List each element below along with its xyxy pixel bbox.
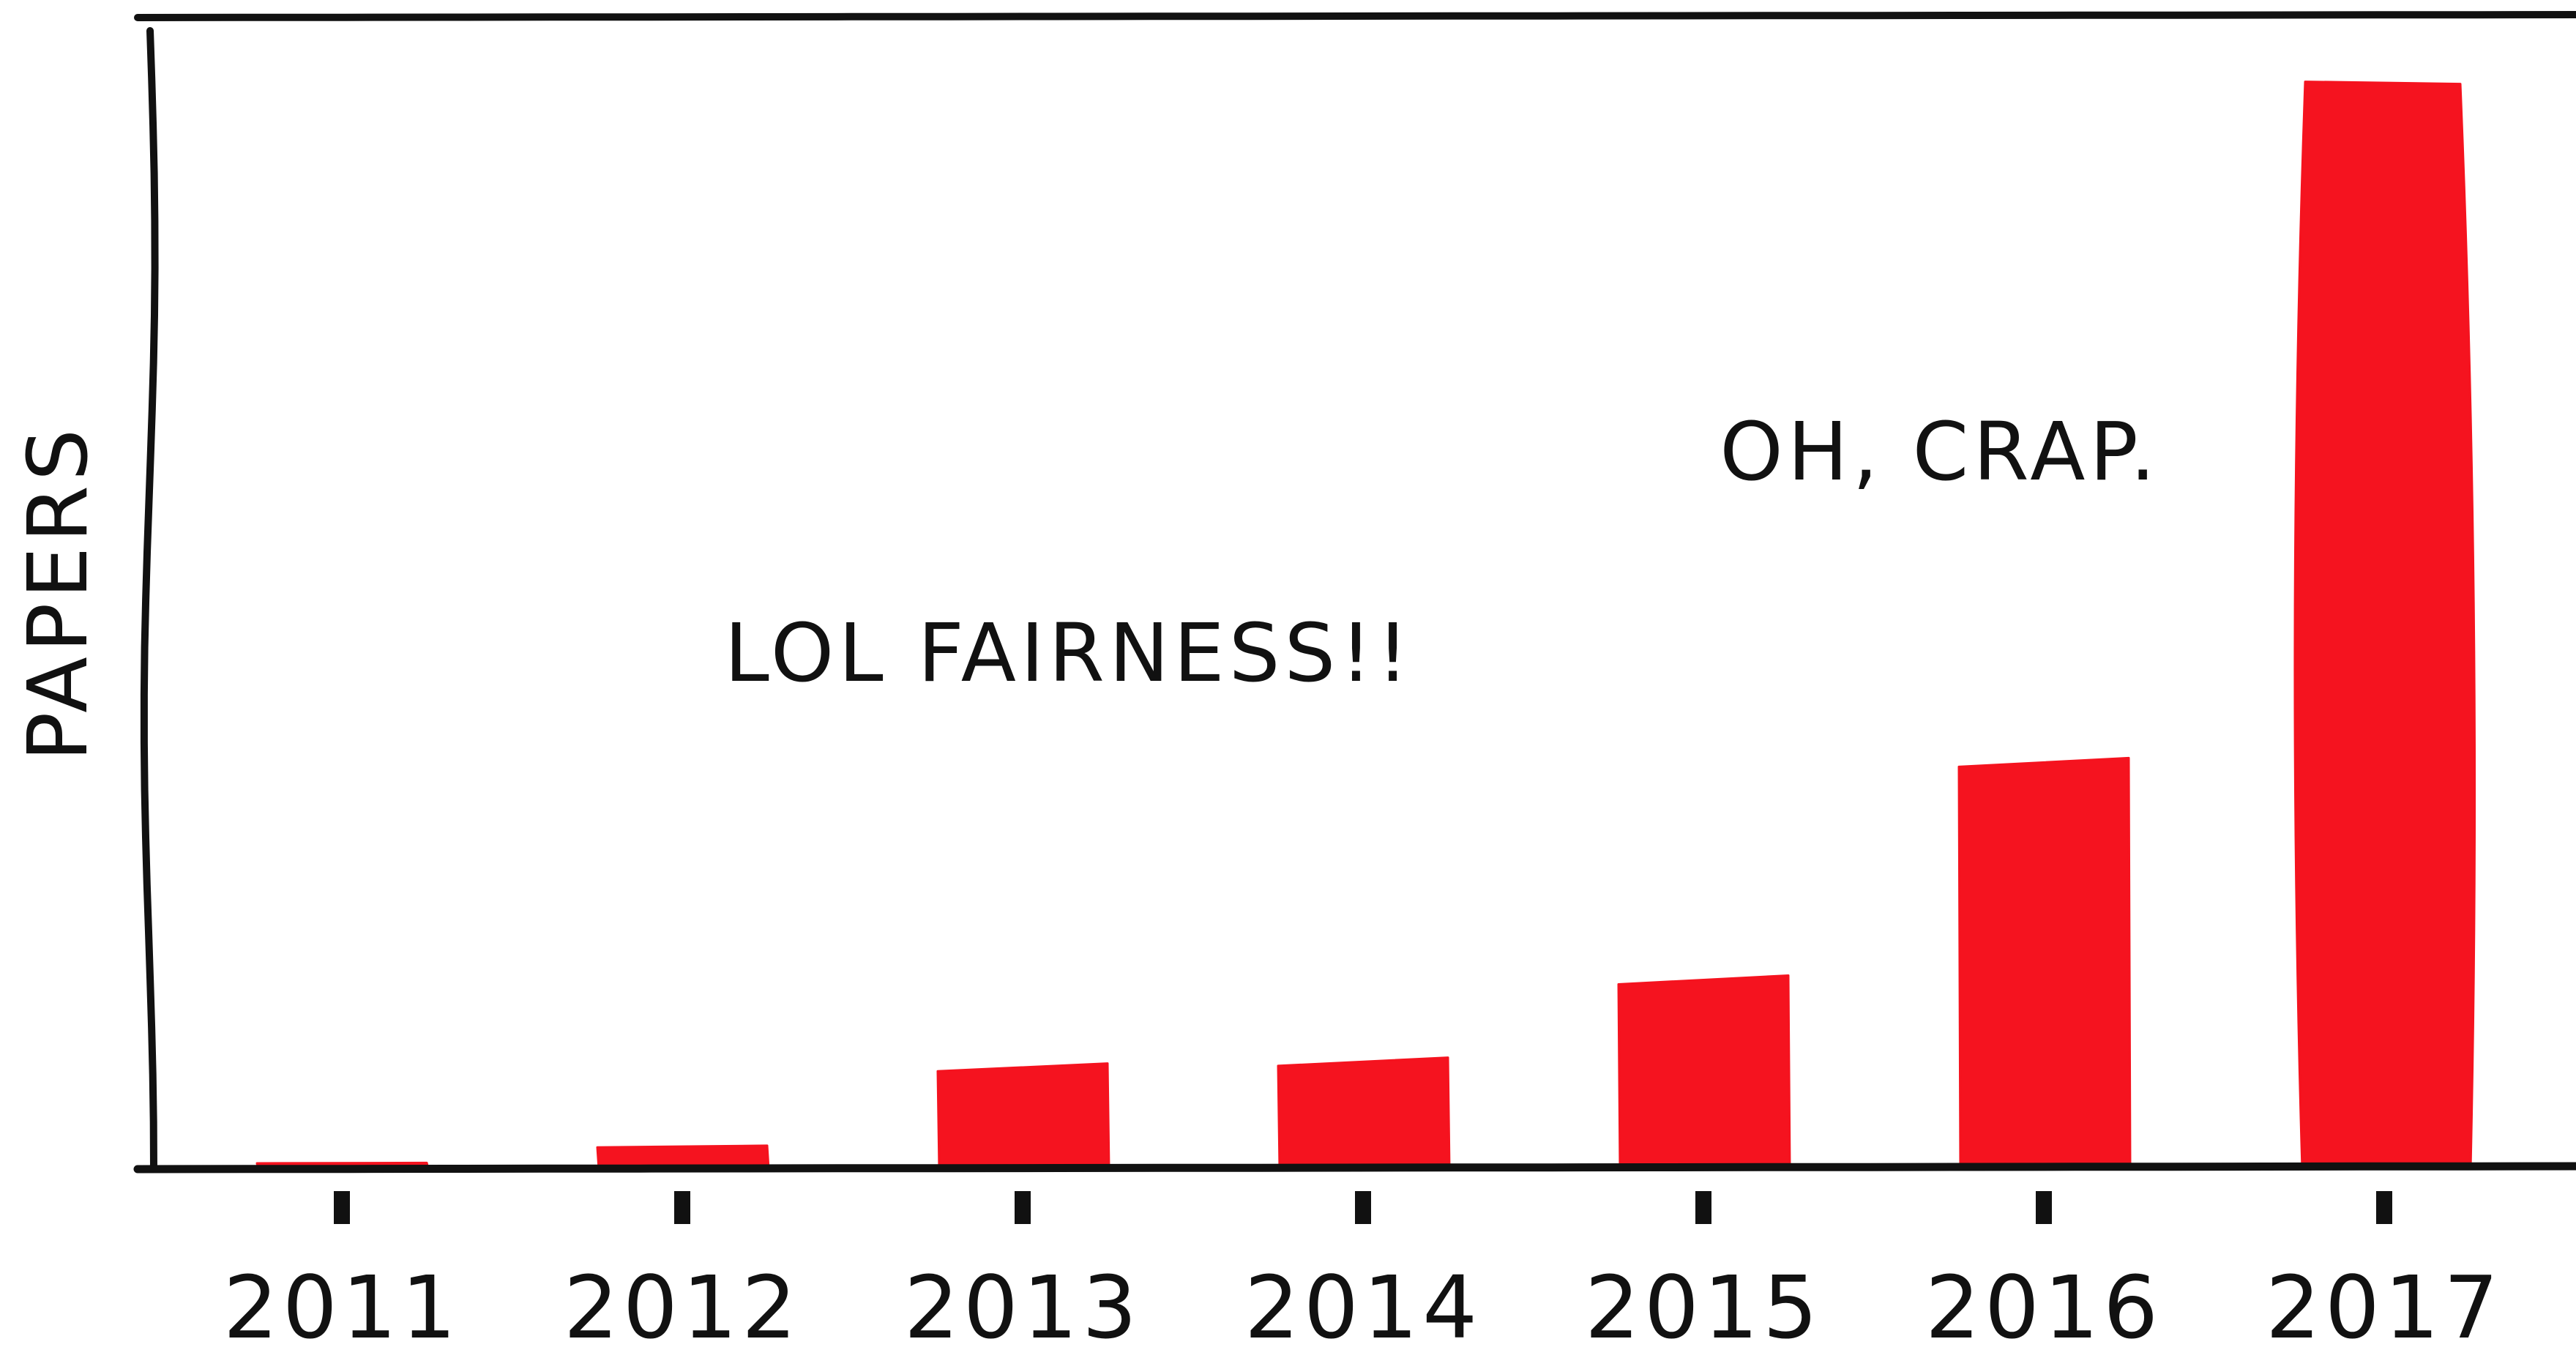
- bar-2015: [1617, 974, 1791, 1171]
- tick-label-2011: 2011: [223, 1257, 460, 1354]
- x-axis-line: [133, 1162, 2576, 1174]
- y-axis-label: PAPERS: [11, 425, 106, 761]
- bar-2016: [1957, 756, 2132, 1171]
- annotation-1: LOL FAIRNESS!!: [724, 606, 1413, 700]
- y-axis-line: [140, 27, 159, 1173]
- tick-label-2015: 2015: [1585, 1257, 1822, 1354]
- ticks-layer: [334, 1191, 2392, 1224]
- tick-label-2014: 2014: [1244, 1257, 1482, 1354]
- annotation-2: OH, CRAP.: [1720, 405, 2159, 499]
- labels-layer: 2011 2012 2013 2014 2015 2016 2017 PAPERS LOL FA…: [11, 405, 2503, 1358]
- bars-layer: [255, 81, 2476, 1171]
- bar-2013: [936, 1062, 1110, 1171]
- tick-label-2017: 2017: [2266, 1257, 2503, 1354]
- tick-label-2016: 2016: [1925, 1257, 2162, 1354]
- bar-2014: [1277, 1056, 1451, 1171]
- top-spine: [134, 11, 2576, 21]
- axes-layer: [133, 11, 2576, 1174]
- tick-label-2012: 2012: [564, 1257, 801, 1354]
- bar-2017: [2293, 81, 2476, 1171]
- tick-label-2013: 2013: [904, 1257, 1141, 1354]
